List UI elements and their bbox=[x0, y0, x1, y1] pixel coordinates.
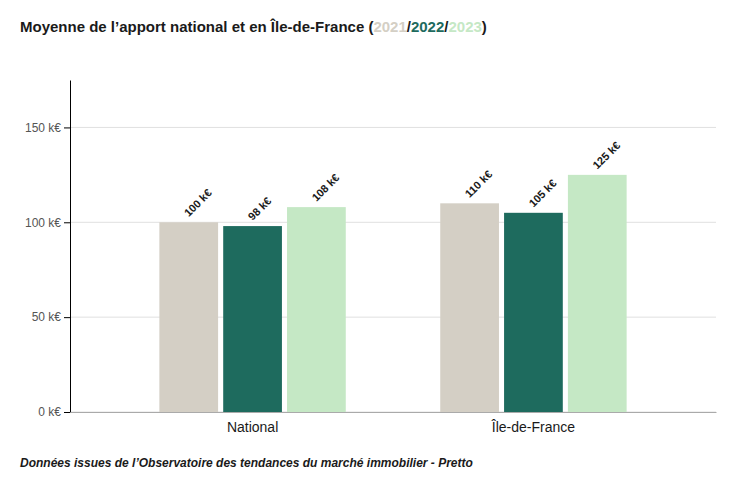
x-tick: National bbox=[227, 412, 278, 435]
y-tick-label: 100 k€ bbox=[25, 216, 61, 230]
chart: Moyenne de l’apport national et en Île-d… bbox=[0, 0, 746, 487]
plot: 0 k€50 k€100 k€150 k€100 k€110 k€98 k€10… bbox=[25, 81, 717, 435]
x-tick-label: National bbox=[227, 419, 278, 435]
data-label: 110 k€ bbox=[463, 168, 495, 200]
bar bbox=[568, 175, 627, 412]
x-axis-line bbox=[71, 412, 717, 413]
x-tick-label: Île-de-France bbox=[491, 419, 575, 435]
y-tick: 100 k€ bbox=[25, 216, 70, 230]
y-tick: 50 k€ bbox=[32, 310, 70, 324]
bar bbox=[223, 226, 282, 412]
grid bbox=[70, 127, 716, 412]
data-labels: 100 k€ 110 k€ 98 k€ 105 k€ 108 k€ 125 k€ bbox=[182, 139, 623, 223]
title: Moyenne de l’apport national et en Île-d… bbox=[20, 18, 487, 35]
title-segment: 2023 bbox=[448, 18, 481, 35]
data-label: 125 k€ bbox=[590, 139, 622, 171]
x-axis: National Île-de-France bbox=[71, 412, 717, 435]
title-segment: ) bbox=[482, 18, 487, 35]
y-tick-mark bbox=[64, 222, 70, 223]
title-segment: 2021 bbox=[373, 18, 406, 35]
y-tick-label: 50 k€ bbox=[32, 310, 62, 324]
bars bbox=[159, 175, 626, 412]
grid-line bbox=[70, 127, 716, 128]
bar bbox=[440, 203, 499, 412]
y-tick-label: 0 k€ bbox=[38, 405, 61, 419]
y-tick-mark bbox=[64, 127, 70, 128]
y-axis-line bbox=[70, 81, 71, 413]
data-label: 98 k€ bbox=[245, 195, 273, 223]
bar bbox=[504, 213, 563, 412]
y-tick-label: 150 k€ bbox=[25, 121, 61, 135]
bar bbox=[159, 222, 218, 412]
title-segment: 2022 bbox=[411, 18, 444, 35]
y-tick: 0 k€ bbox=[38, 405, 70, 419]
title-segment: Moyenne de l’apport national et en Île-d… bbox=[20, 18, 373, 35]
data-label: 100 k€ bbox=[182, 186, 214, 218]
bar bbox=[287, 207, 346, 412]
y-tick: 150 k€ bbox=[25, 121, 70, 135]
data-label: 108 k€ bbox=[309, 171, 341, 203]
y-tick-mark bbox=[64, 317, 70, 318]
y-tick-mark bbox=[64, 412, 70, 413]
y-axis: 0 k€ 50 k€ 100 k€ 150 k€ bbox=[25, 81, 71, 420]
x-tick: Île-de-France bbox=[491, 412, 575, 435]
footnote: Données issues de l’Observatoire des ten… bbox=[20, 456, 473, 470]
data-label: 105 k€ bbox=[526, 177, 558, 209]
